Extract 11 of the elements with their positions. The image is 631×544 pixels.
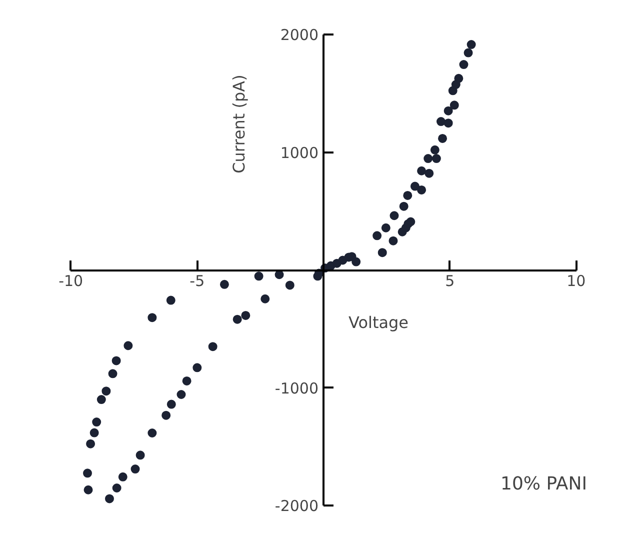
y-tick-label: 2000 <box>280 26 319 44</box>
y-axis-title: Current (pA) <box>230 74 248 174</box>
y-tick-label: -1000 <box>274 379 319 398</box>
x-axis-title: Voltage <box>348 313 409 332</box>
x-tick-label: -5 <box>190 272 205 290</box>
y-tick-label: -2000 <box>274 497 319 516</box>
x-tick-label: 5 <box>445 272 455 290</box>
x-tick-label: 10 <box>566 272 586 290</box>
annotation: 10% PANI <box>500 474 588 494</box>
x-tick-label: -10 <box>58 272 84 290</box>
y-tick-label: 1000 <box>280 144 319 162</box>
